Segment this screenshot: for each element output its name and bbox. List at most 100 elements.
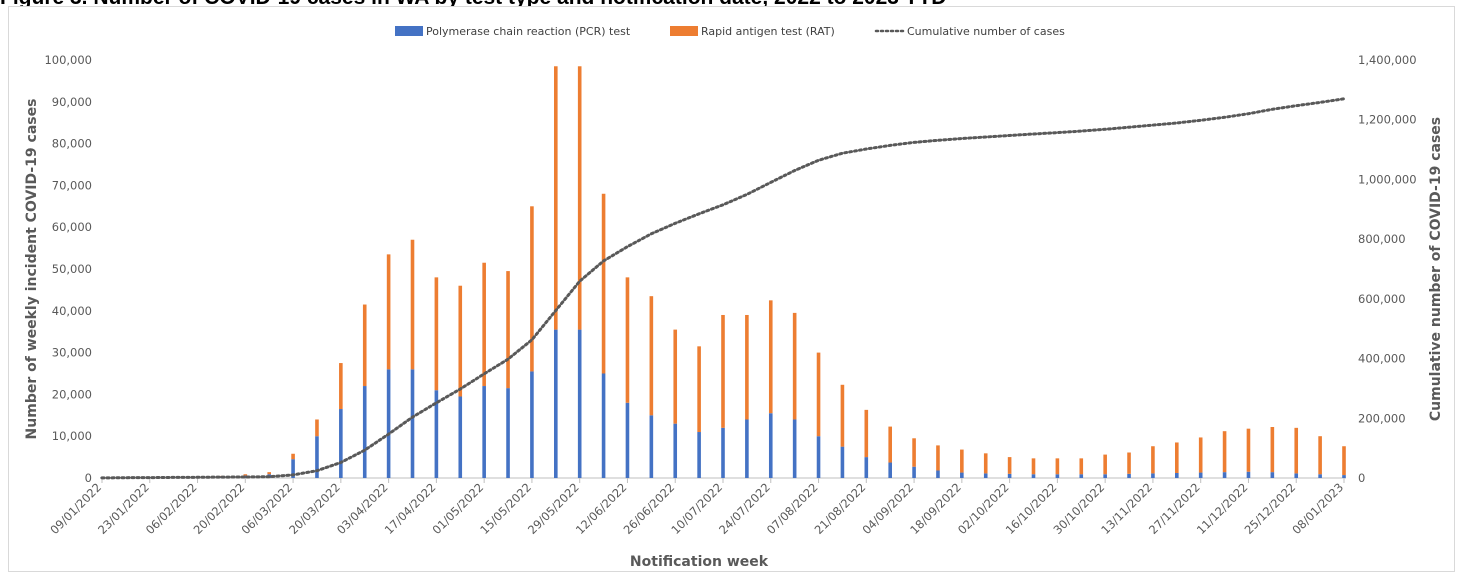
bar-pcr: [339, 409, 343, 478]
bar-rat: [506, 271, 510, 389]
bar-pcr: [1031, 474, 1036, 478]
bar-rat: [1270, 427, 1275, 473]
y2-tick-label: 1,400,000: [1358, 53, 1417, 67]
bar-pcr: [1007, 473, 1012, 478]
bar-rat: [697, 346, 701, 433]
y-axis-ticks: 0 10,000 20,000 30,000 40,000 50,000 60,000 70,…: [44, 53, 92, 485]
bar-rat: [840, 384, 845, 447]
bar-pcr: [554, 329, 558, 478]
bar-pcr: [291, 459, 295, 478]
bar-pcr: [1318, 474, 1322, 478]
bar-pcr: [1294, 473, 1299, 478]
y-tick-label: 0: [85, 471, 92, 485]
bar-rat: [983, 453, 988, 474]
bar-rat: [649, 296, 654, 416]
bar-rat: [816, 352, 821, 437]
bar-rat: [243, 474, 248, 476]
bar-rat: [1175, 442, 1179, 473]
bar-rat: [888, 426, 892, 463]
bar-pcr: [1342, 475, 1346, 478]
bar-rat: [1318, 436, 1322, 475]
bar-rat: [768, 300, 773, 414]
legend: Polymerase chain reaction (PCR) test Rapi…: [395, 25, 1065, 38]
y2-axis-ticks: 0 200,000 400,000 600,000 800,000 1,000,000 1,…: [1358, 53, 1417, 485]
bar-pcr: [458, 396, 463, 478]
legend-label-cumulative: Cumulative number of cases: [907, 25, 1065, 38]
bar-rat: [792, 312, 797, 420]
y-tick-label: 100,000: [44, 53, 92, 67]
bar-pcr: [649, 415, 654, 478]
bar-pcr: [577, 329, 582, 478]
bar-rat: [1103, 454, 1107, 475]
y-tick-label: 70,000: [52, 178, 92, 192]
y-axis-title: Number of weekly incident COVID-19 cases: [24, 99, 40, 440]
bar-pcr: [792, 419, 797, 478]
bar-pcr: [1175, 472, 1179, 478]
y2-tick-label: 200,000: [1358, 411, 1406, 425]
x-axis-ticks: 09/01/202223/01/202206/02/202220/02/2022…: [47, 480, 1346, 537]
y2-axis-title: Cumulative number of COVID-19 cases: [1428, 117, 1444, 421]
bar-rat: [291, 453, 295, 460]
bar-pcr: [386, 369, 391, 478]
y-tick-label: 60,000: [52, 220, 92, 234]
bar-rat: [434, 277, 439, 391]
bar-pcr: [1151, 473, 1155, 478]
bar-rat: [482, 262, 486, 387]
bar-pcr: [1055, 474, 1060, 478]
bar-pcr: [768, 413, 773, 478]
bar-rat: [554, 66, 558, 330]
bar-pcr: [1079, 474, 1084, 478]
bar-rat: [362, 304, 367, 387]
bar-pcr: [434, 390, 439, 478]
bar-rat: [1127, 452, 1131, 474]
y-tick-label: 20,000: [52, 387, 92, 401]
bar-pcr: [410, 369, 415, 478]
x-tick-label: 08/01/2023: [1289, 480, 1346, 537]
bar-pcr: [936, 470, 940, 478]
bar-pcr: [625, 402, 630, 478]
y-tick-label: 50,000: [52, 262, 92, 276]
bar-pcr: [840, 446, 845, 478]
bar-rat: [721, 314, 725, 428]
bar-pcr: [1198, 472, 1203, 478]
bar-rat: [1007, 457, 1012, 474]
bar-rat: [386, 254, 391, 370]
bar-pcr: [506, 388, 510, 478]
bar-pcr: [1127, 473, 1131, 478]
bar-pcr: [482, 386, 486, 478]
bar-pcr: [745, 419, 749, 478]
bar-rat: [1222, 431, 1227, 473]
y-tick-label: 40,000: [52, 304, 92, 318]
bar-rat: [410, 239, 415, 370]
bar-pcr: [530, 371, 534, 478]
bar-rat: [673, 329, 678, 424]
bar-pcr: [697, 432, 701, 478]
y-tick-label: 90,000: [52, 95, 92, 109]
bar-pcr: [1103, 474, 1107, 478]
y2-tick-label: 0: [1358, 471, 1365, 485]
bar-rat: [1246, 428, 1251, 472]
bar-pcr: [1270, 472, 1275, 478]
bar-rat: [267, 472, 271, 475]
bar-rat: [458, 285, 463, 397]
plot-area: [100, 66, 1346, 483]
bar-pcr: [960, 472, 964, 478]
legend-swatch-rat: [670, 26, 698, 36]
bar-rat: [339, 363, 343, 410]
bar-rat: [960, 449, 964, 473]
y2-tick-label: 1,200,000: [1358, 113, 1417, 127]
bar-pcr: [1246, 471, 1251, 478]
bar-rat: [315, 419, 319, 437]
bar-rat: [936, 445, 940, 471]
bar-rat: [577, 66, 582, 330]
bar-pcr: [362, 386, 367, 478]
bar-rat: [601, 193, 606, 374]
x-axis-title: Notification week: [630, 554, 769, 570]
bar-rat: [1055, 458, 1060, 475]
bar-pcr: [315, 436, 319, 478]
bar-rat: [1342, 446, 1346, 476]
legend-swatch-pcr: [395, 26, 423, 36]
bar-rat: [1294, 427, 1299, 474]
y2-tick-label: 800,000: [1358, 232, 1406, 246]
